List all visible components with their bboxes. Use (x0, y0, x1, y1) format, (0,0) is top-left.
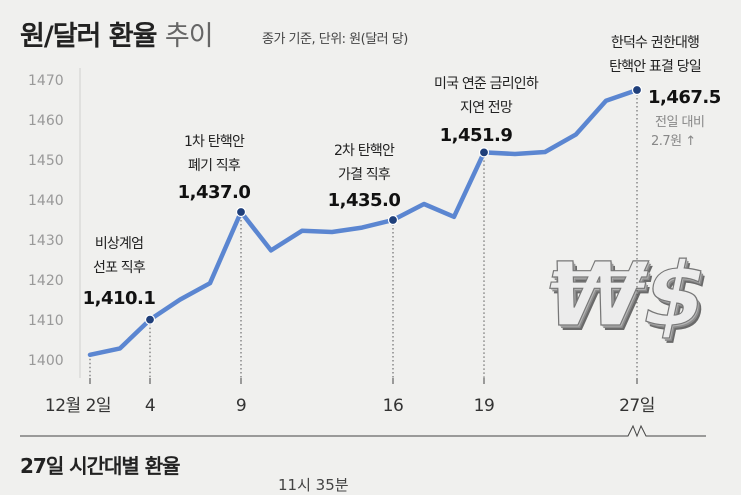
annotation-text: 비상계엄 (95, 236, 143, 252)
annotation-text: 한덕수 권한대행 (611, 35, 699, 51)
annotation-point (478, 147, 490, 158)
annotation-text: 탄핵안 표결 당일 (609, 59, 701, 75)
currency-glyph-layer: ₩$ (539, 246, 719, 349)
y-tick-label: 1440 (28, 193, 64, 209)
annotation-text: 가결 직후 (338, 167, 391, 183)
chart-subtitle: 종가 기준, 단위: 원(달러 당) (262, 32, 408, 47)
y-tick-label: 1450 (28, 153, 64, 169)
y-tick-label: 1430 (28, 233, 64, 249)
change-note-line2: 2.7원 ↑ (651, 134, 696, 149)
annotation-text: 폐기 직후 (188, 158, 241, 174)
annotation-value: 1,467.5 (648, 87, 721, 108)
y-tick-label: 1420 (28, 273, 64, 289)
currency-glyph-layer: ₩$ (537, 243, 717, 346)
annotation-point (387, 214, 399, 226)
title-main: 원/달러 환율 (20, 21, 157, 52)
y-tick-label: 1410 (28, 313, 64, 329)
currency-glyph-layer: ₩$ (538, 244, 718, 347)
annotation-point (144, 314, 156, 325)
annotation-value: 1,435.0 (328, 190, 401, 211)
y-tick-label: 1400 (28, 353, 64, 369)
annotation-value: 1,451.9 (440, 125, 513, 146)
change-note-line1: 전일 대비 (655, 115, 704, 130)
x-tick-label: 4 (145, 396, 155, 416)
currency-glyph-layer: ₩$ (540, 248, 720, 351)
y-tick-label: 1470 (28, 73, 64, 89)
annotation-text: 1차 탄핵안 (184, 134, 245, 150)
rate-series-line (87, 87, 640, 358)
section-title: 27일 시간대별 환율 (20, 454, 181, 478)
annotation-text: 미국 연준 금리인하 (434, 76, 539, 92)
x-tick-label: 27일 (619, 396, 655, 416)
chart-title: 원/달러 환율 추이 (20, 14, 214, 53)
baseline (20, 424, 706, 438)
annotation-point (235, 206, 247, 218)
section-cut-text: 11시 35분 (278, 476, 349, 494)
x-tick-label: 9 (236, 396, 246, 416)
title-light: 추이 (164, 21, 214, 52)
y-tick-label: 1460 (28, 113, 64, 129)
x-tick-label: 12월 2일 (45, 396, 111, 416)
annotation-text: 선포 직후 (93, 260, 146, 276)
currency-3d-icon: ₩$₩$₩$₩$ (536, 242, 721, 351)
annotation-value: 1,410.1 (83, 288, 156, 309)
annotation-point (631, 84, 643, 96)
x-tick-label: 16 (383, 396, 404, 416)
x-tick-label: 19 (474, 396, 495, 416)
annotation-text: 2차 탄핵안 (334, 143, 395, 159)
annotation-text: 지연 전망 (460, 100, 513, 116)
annotation-value: 1,437.0 (178, 182, 251, 203)
